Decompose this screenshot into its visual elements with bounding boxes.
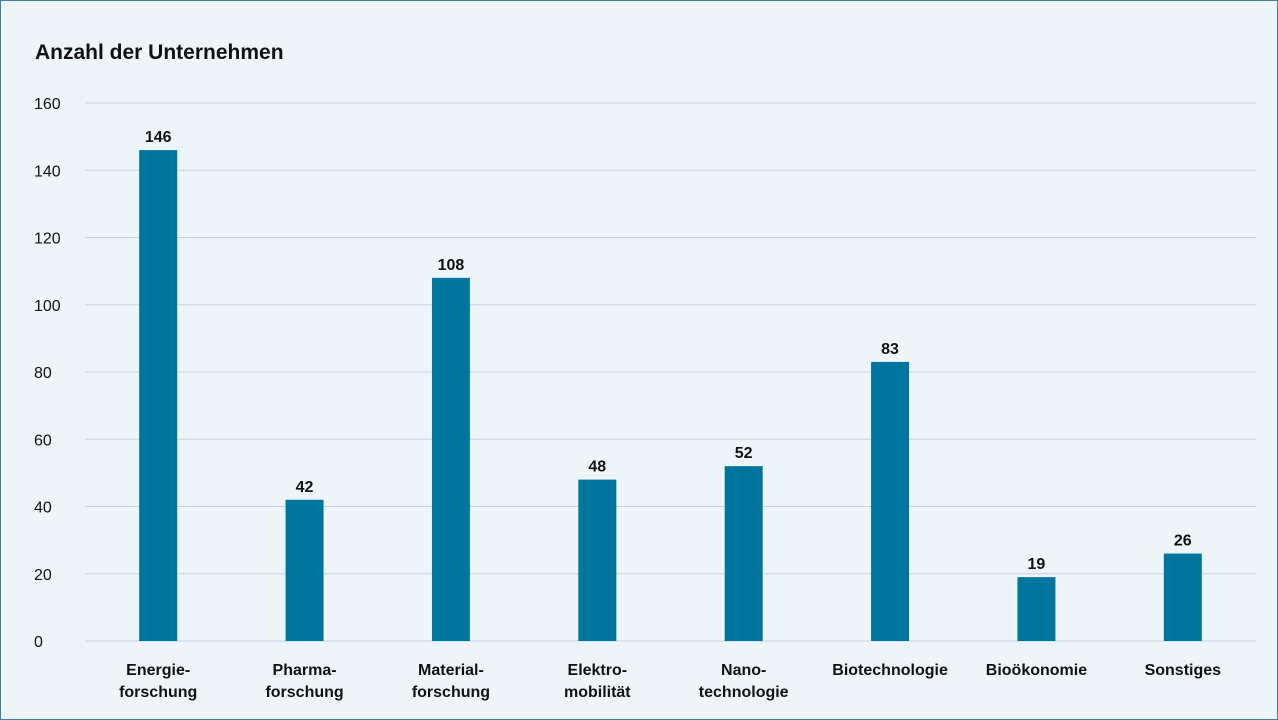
x-category-label: Material- [418,662,484,679]
bar-value-label: 83 [881,341,899,358]
x-category-label: Bioökonomie [986,662,1087,679]
bar [431,277,470,641]
x-category-label: Nano- [721,662,766,679]
x-category-label: Elektro- [568,662,628,679]
y-tick-label: 120 [34,231,61,248]
bar [871,361,910,641]
bar [285,499,324,641]
x-category-label: Sonstiges [1145,662,1222,679]
y-tick-label: 0 [34,634,43,651]
y-tick-label: 60 [34,432,52,449]
y-tick-label: 80 [34,365,52,382]
bar [578,479,617,641]
x-category-label: forschung [265,684,343,701]
x-category-label: Biotechnologie [832,662,948,679]
bar-value-label: 48 [588,459,606,476]
bar [139,150,178,641]
y-tick-label: 140 [34,163,61,180]
x-category-label: Pharma- [273,662,337,679]
x-category-label: Energie- [126,662,190,679]
bar [1017,577,1056,641]
bar-value-label: 52 [735,445,753,462]
y-tick-label: 20 [34,567,52,584]
y-tick-label: 160 [34,96,61,113]
bar [724,466,763,641]
bar-value-label: 26 [1174,533,1192,550]
chart-title: Anzahl der Unternehmen [35,41,284,64]
bar [1163,553,1202,641]
bar-value-label: 108 [438,257,465,274]
y-tick-label: 40 [34,500,52,517]
bar-value-label: 19 [1028,556,1046,573]
bar-value-label: 146 [145,129,172,146]
x-category-label: technologie [699,684,789,701]
x-category-label: forschung [119,684,197,701]
x-category-label: mobilität [564,684,631,701]
bar-value-label: 42 [296,479,314,496]
x-category-label: forschung [412,684,490,701]
y-tick-label: 100 [34,298,61,315]
